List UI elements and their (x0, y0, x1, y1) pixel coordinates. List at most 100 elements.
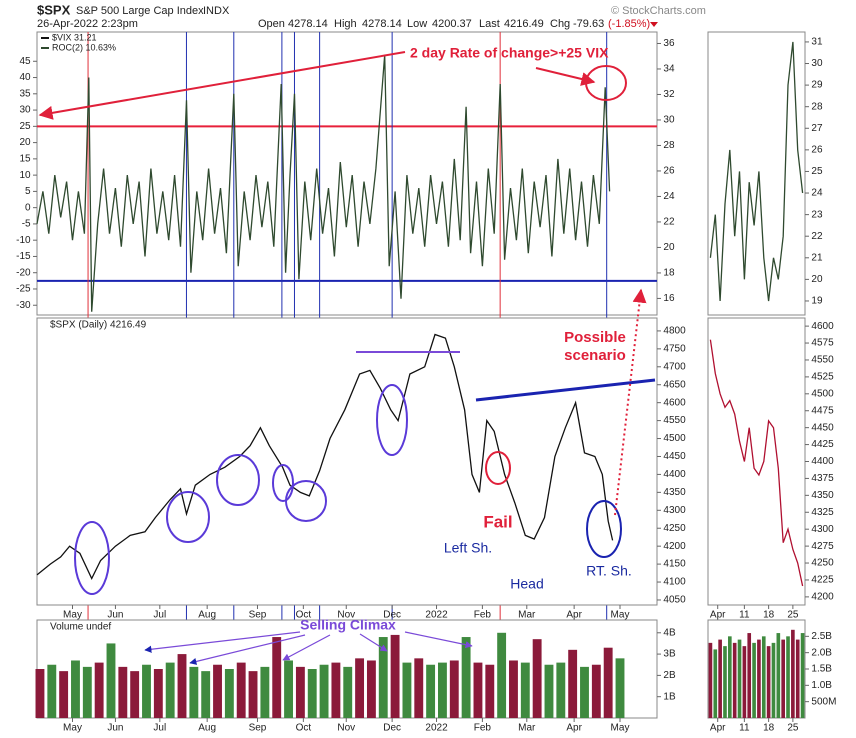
bar (708, 642, 713, 718)
y-tick-label: 24 (663, 191, 675, 202)
x-tick-label: Nov (337, 723, 355, 734)
bar (165, 662, 175, 718)
bar (718, 639, 722, 718)
x-tick-label: May (63, 723, 82, 734)
y-tick-label: 4475 (811, 405, 834, 416)
y-tick-label: 4275 (811, 541, 834, 552)
bar (532, 639, 542, 718)
y-tick-label: 32 (663, 89, 675, 100)
bar (390, 634, 400, 718)
x-tick-label: 2022 (425, 723, 448, 734)
x-tick-label: Mar (518, 723, 536, 734)
bar (224, 669, 234, 718)
bar (485, 664, 495, 718)
y-tick-label: 2.0B (811, 647, 832, 658)
y-tick-label: 20 (811, 274, 823, 285)
y-tick-label: 26 (663, 166, 675, 177)
annotation: scenario (564, 347, 626, 364)
bar (449, 660, 459, 718)
panel (707, 31, 806, 316)
arrow (38, 51, 406, 120)
y-tick-label: 3B (663, 649, 676, 660)
x-tick-label: Feb (474, 610, 492, 621)
line (36, 333, 614, 580)
y-tick-label: -5 (22, 219, 31, 230)
y-tick-label: 4200 (811, 592, 834, 603)
bar (795, 639, 800, 718)
y-tick-label: 29 (811, 80, 823, 91)
y-tick-label: 4300 (811, 524, 834, 535)
bar (781, 639, 785, 718)
y-tick-label: 4650 (663, 379, 686, 390)
bar (742, 646, 747, 718)
y-tick-label: 2.5B (811, 631, 832, 642)
x-tick-label: May (63, 610, 82, 621)
bar (509, 660, 518, 718)
bar (426, 664, 436, 718)
y-tick-label: -10 (16, 235, 31, 246)
bar (106, 643, 116, 718)
bar (461, 637, 471, 718)
y-tick-label: 4400 (663, 469, 686, 480)
circle (586, 500, 622, 558)
high-label: High (334, 18, 357, 30)
bar (355, 658, 365, 718)
x-tick-label: Apr (710, 610, 726, 621)
panel (36, 31, 658, 316)
x-tick-label: 25 (787, 723, 799, 734)
bar (414, 658, 424, 718)
bar (752, 642, 756, 718)
x-tick-label: Apr (710, 723, 726, 734)
exchange: INDX (203, 5, 230, 17)
date: 26-Apr-2022 2:23pm (37, 18, 138, 30)
y-tick-label: 20 (663, 242, 675, 253)
arrow (404, 631, 473, 649)
y-tick-label: 30 (811, 58, 823, 69)
arrow (189, 634, 306, 665)
y-tick-label: 5 (25, 186, 31, 197)
x-tick-label: Jul (153, 723, 166, 734)
y-tick-label: 4500 (663, 433, 686, 444)
y-tick-label: 19 (811, 296, 823, 307)
y-tick-label: 4425 (811, 439, 834, 450)
circle (74, 521, 110, 595)
y-tick-label: 25 (19, 121, 31, 132)
open-value: 4278.14 (288, 18, 328, 30)
bar (366, 660, 376, 718)
x-tick-label: Nov (337, 610, 355, 621)
y-tick-label: 25 (811, 166, 823, 177)
open-label: Open (258, 18, 285, 30)
y-tick-label: -15 (16, 251, 31, 262)
x-tick-label: Apr (566, 610, 582, 621)
y-tick-label: 4400 (811, 456, 834, 467)
chg-pct: (-1.85%) (608, 18, 650, 30)
bar (771, 642, 776, 718)
line (36, 54, 611, 312)
line (709, 41, 804, 302)
y-tick-label: 28 (811, 101, 823, 112)
bar (556, 662, 566, 718)
panel-title: $SPX (Daily) 4216.49 (50, 320, 147, 331)
x-tick-label: Aug (198, 610, 216, 621)
annotation: Left Sh. (444, 540, 492, 556)
x-tick-label: May (611, 723, 630, 734)
x-tick-label: Oct (296, 723, 312, 734)
chg-label: Chg (550, 18, 570, 30)
bar (59, 671, 69, 718)
bar (201, 671, 211, 718)
bar (520, 662, 530, 718)
y-tick-label: 31 (811, 37, 823, 48)
y-tick-label: 4800 (663, 326, 686, 337)
y-tick-label: 4550 (663, 415, 686, 426)
y-tick-label: 0 (25, 202, 31, 213)
x-tick-label: Mar (518, 610, 536, 621)
bar (402, 662, 412, 718)
bar (177, 654, 187, 718)
y-tick-label: 4200 (663, 541, 686, 552)
y-tick-label: 1.0B (811, 680, 832, 691)
bar (761, 636, 766, 718)
bar (732, 642, 737, 718)
bar (728, 636, 732, 718)
bar (800, 633, 805, 718)
